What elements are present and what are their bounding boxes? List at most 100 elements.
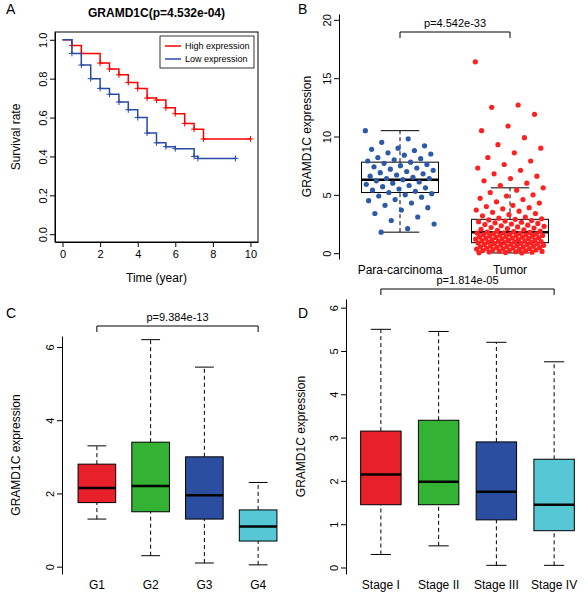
whisker-cap xyxy=(371,329,391,330)
x-tick: 6 xyxy=(173,242,179,260)
point xyxy=(480,213,485,218)
point xyxy=(479,128,484,133)
y-tick-label: 0 xyxy=(328,565,340,571)
point xyxy=(532,112,537,117)
x-tick: Stage IV xyxy=(531,578,577,592)
box xyxy=(132,340,170,556)
box-body xyxy=(186,457,224,519)
y-tick-label: 2 xyxy=(44,491,56,497)
point xyxy=(539,249,544,254)
point xyxy=(489,225,494,230)
points xyxy=(363,128,437,235)
p-value: p=1.814e-05 xyxy=(436,274,498,286)
point xyxy=(488,190,493,195)
x-tick-mark xyxy=(250,242,251,247)
y-tick-label: 20 xyxy=(321,14,333,26)
censor-mark xyxy=(144,95,150,101)
p-bracket xyxy=(400,32,510,38)
x-tick-label: G4 xyxy=(250,578,266,592)
y-tick-label: 4 xyxy=(328,392,340,398)
point xyxy=(474,207,479,212)
y-tick: 0 xyxy=(44,564,62,570)
point xyxy=(534,174,539,179)
survival-line xyxy=(63,40,251,139)
panel-letter: D xyxy=(298,305,308,321)
whisker-cap xyxy=(381,232,420,233)
x-tick-mark xyxy=(213,242,214,247)
box xyxy=(361,329,401,554)
point xyxy=(495,142,500,147)
point xyxy=(506,212,511,217)
y-tick-label: 15 xyxy=(321,73,333,85)
x-tick: 10 xyxy=(245,242,257,260)
x-tick-mark xyxy=(175,242,176,247)
point xyxy=(541,224,546,229)
censor-mark xyxy=(200,136,206,142)
x-tick-label: 4 xyxy=(135,248,141,260)
point xyxy=(494,199,499,204)
point xyxy=(481,178,486,183)
x-tick-label: Stage IV xyxy=(531,578,577,592)
censor-mark xyxy=(154,97,160,103)
point xyxy=(500,206,505,211)
panel-letter: B xyxy=(298,1,307,17)
point xyxy=(393,197,398,202)
censor-mark xyxy=(69,50,75,56)
whisker xyxy=(150,340,151,443)
point xyxy=(379,140,384,145)
whisker-cap xyxy=(141,339,160,340)
y-axis-title: GRAMD1C expression xyxy=(300,76,314,197)
y-axis: 0 2 4 6 xyxy=(44,337,63,575)
x-tick-label: 8 xyxy=(210,248,216,260)
censor-mark xyxy=(172,146,178,152)
whisker-cap xyxy=(429,331,449,332)
whisker-cap xyxy=(486,342,506,343)
y-tick-label: 2 xyxy=(328,478,340,484)
y-tick: 6 xyxy=(328,305,346,311)
whisker-cap xyxy=(544,565,564,566)
point xyxy=(370,188,375,193)
y-tick: 0 xyxy=(328,565,346,571)
whisker-cap xyxy=(429,545,449,546)
y-tick-mark xyxy=(341,394,346,395)
point xyxy=(365,158,370,163)
point xyxy=(509,221,514,226)
censor-mark xyxy=(163,144,169,150)
whisker xyxy=(258,482,259,509)
legend-label: High expression xyxy=(185,41,250,51)
x-axis-line xyxy=(56,242,259,243)
point xyxy=(396,186,401,191)
y-tick: 6 xyxy=(44,344,62,350)
legend: High expressionLow expression xyxy=(160,36,254,68)
censor-mark xyxy=(232,155,238,161)
whisker-cap xyxy=(381,130,420,131)
x-tick: Stage III xyxy=(474,578,519,592)
y-tick-label: 10 xyxy=(321,131,333,143)
censor-mark xyxy=(135,115,141,121)
point xyxy=(371,164,376,169)
y-tick-label: 0.2 xyxy=(37,188,49,203)
censor-mark xyxy=(107,91,113,97)
point xyxy=(381,161,386,166)
y-tick: 4 xyxy=(44,418,62,424)
point xyxy=(363,128,368,133)
y-tick: 0.8 xyxy=(37,72,55,87)
y-tick-mark xyxy=(334,195,339,196)
point xyxy=(528,158,533,163)
panel: D0123456GRAMD1C expressionStage IStage I… xyxy=(294,274,577,592)
x-tick: Stage II xyxy=(418,578,459,592)
legend-swatch xyxy=(165,45,181,47)
y-tick-label: 6 xyxy=(328,305,340,311)
whisker-cap xyxy=(141,555,160,556)
point xyxy=(389,218,394,223)
y-tick: 10 xyxy=(321,131,339,143)
whisker-cap xyxy=(195,367,214,368)
plot-area xyxy=(362,59,549,255)
y-tick: 20 xyxy=(321,14,339,26)
y-axis-title: GRAMD1C expression xyxy=(294,376,308,497)
point xyxy=(418,156,423,161)
point xyxy=(486,217,491,222)
x-tick-label: G3 xyxy=(196,578,212,592)
point xyxy=(417,179,422,184)
y-tick-mark xyxy=(334,137,339,138)
